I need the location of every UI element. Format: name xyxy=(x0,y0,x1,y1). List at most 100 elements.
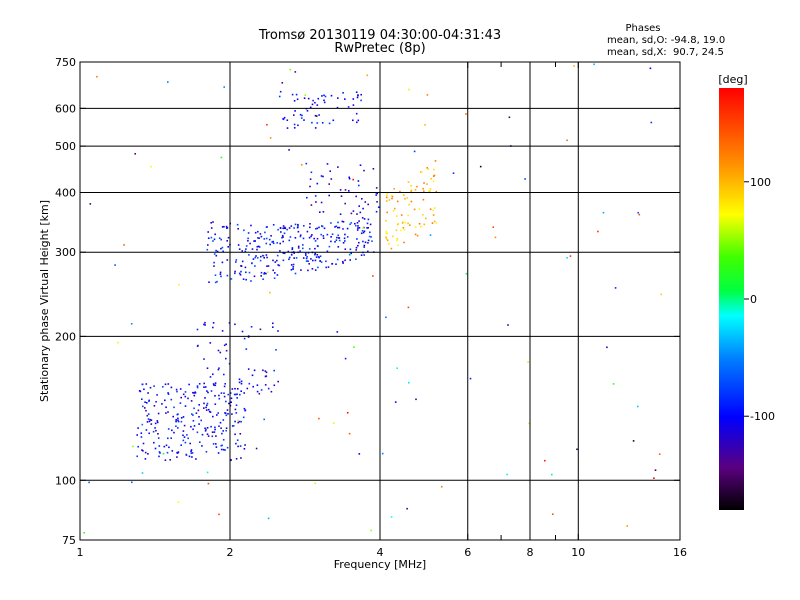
data-point xyxy=(148,400,150,402)
data-point xyxy=(435,222,438,224)
x-tick-label: 8 xyxy=(527,546,534,559)
data-point xyxy=(142,405,144,408)
data-point xyxy=(230,401,232,403)
data-point xyxy=(141,383,144,386)
data-point xyxy=(237,421,239,424)
data-point xyxy=(224,412,226,414)
data-point xyxy=(218,425,220,427)
data-point xyxy=(312,99,314,102)
data-point xyxy=(212,322,215,324)
data-point xyxy=(551,473,553,476)
data-point xyxy=(203,386,205,388)
data-point xyxy=(391,194,393,197)
data-point xyxy=(309,106,312,109)
data-point xyxy=(288,256,291,259)
data-point xyxy=(359,164,362,166)
data-point xyxy=(231,413,233,415)
data-point xyxy=(207,435,210,437)
data-point xyxy=(297,226,299,228)
data-point xyxy=(182,430,185,432)
data-point xyxy=(212,373,214,376)
data-point xyxy=(294,71,297,73)
x-tick-label: 16 xyxy=(673,546,687,559)
data-point xyxy=(145,409,147,412)
data-point xyxy=(265,237,268,240)
data-point xyxy=(366,227,368,229)
data-point xyxy=(357,244,359,247)
data-point xyxy=(216,250,219,253)
data-point xyxy=(297,230,300,233)
data-point xyxy=(150,165,152,168)
data-point xyxy=(278,264,281,267)
data-point xyxy=(173,431,175,434)
data-point xyxy=(137,445,139,448)
data-point xyxy=(96,75,98,78)
data-point xyxy=(166,451,169,454)
data-point xyxy=(89,203,92,205)
data-point xyxy=(290,254,293,256)
x-tick-label: 1 xyxy=(77,546,84,559)
data-point xyxy=(215,443,217,445)
chart-subtitle: RwPretec (8p) xyxy=(334,41,425,56)
data-point xyxy=(325,266,327,269)
data-point xyxy=(155,429,157,432)
data-point xyxy=(303,97,306,99)
data-point xyxy=(239,393,241,396)
data-point xyxy=(275,349,277,351)
data-point xyxy=(213,431,216,433)
data-point xyxy=(252,258,255,260)
data-point xyxy=(250,326,253,328)
data-point xyxy=(193,392,195,394)
data-point xyxy=(131,481,133,484)
data-point xyxy=(507,324,509,326)
data-point xyxy=(362,231,365,234)
data-point xyxy=(367,250,369,253)
data-point xyxy=(176,452,179,454)
data-point xyxy=(247,368,250,370)
data-point xyxy=(191,456,193,458)
data-point xyxy=(364,241,367,244)
data-point xyxy=(266,265,268,267)
data-point xyxy=(426,183,428,185)
data-point xyxy=(352,210,355,212)
data-point xyxy=(165,412,167,414)
data-point xyxy=(344,202,346,205)
data-point xyxy=(293,100,296,102)
data-point xyxy=(177,451,180,453)
data-point xyxy=(356,238,358,240)
data-point xyxy=(208,281,210,283)
data-point xyxy=(422,214,424,216)
data-point xyxy=(243,392,245,394)
data-point xyxy=(279,242,281,245)
data-point xyxy=(195,412,198,414)
data-point xyxy=(235,261,237,263)
data-point xyxy=(552,513,554,515)
data-point xyxy=(270,235,272,237)
data-point xyxy=(293,127,296,129)
data-point xyxy=(235,259,238,261)
data-point xyxy=(416,234,419,237)
colorbar xyxy=(719,88,744,510)
data-point xyxy=(150,419,153,421)
data-point xyxy=(300,164,303,166)
data-point xyxy=(182,434,184,437)
data-point xyxy=(293,114,295,116)
data-point xyxy=(307,252,310,254)
data-point xyxy=(311,121,313,124)
data-point xyxy=(167,411,169,413)
data-point xyxy=(227,236,230,239)
data-point xyxy=(222,448,225,451)
data-point xyxy=(214,428,216,431)
data-point xyxy=(264,231,266,234)
data-point xyxy=(359,211,362,214)
data-point xyxy=(290,264,293,266)
data-point xyxy=(325,260,327,263)
data-point xyxy=(167,437,169,440)
data-point xyxy=(349,248,352,251)
data-point xyxy=(337,166,339,168)
data-point xyxy=(433,168,435,171)
data-point xyxy=(266,123,268,126)
data-point xyxy=(410,185,412,187)
data-point xyxy=(309,185,311,188)
data-point xyxy=(257,237,259,239)
